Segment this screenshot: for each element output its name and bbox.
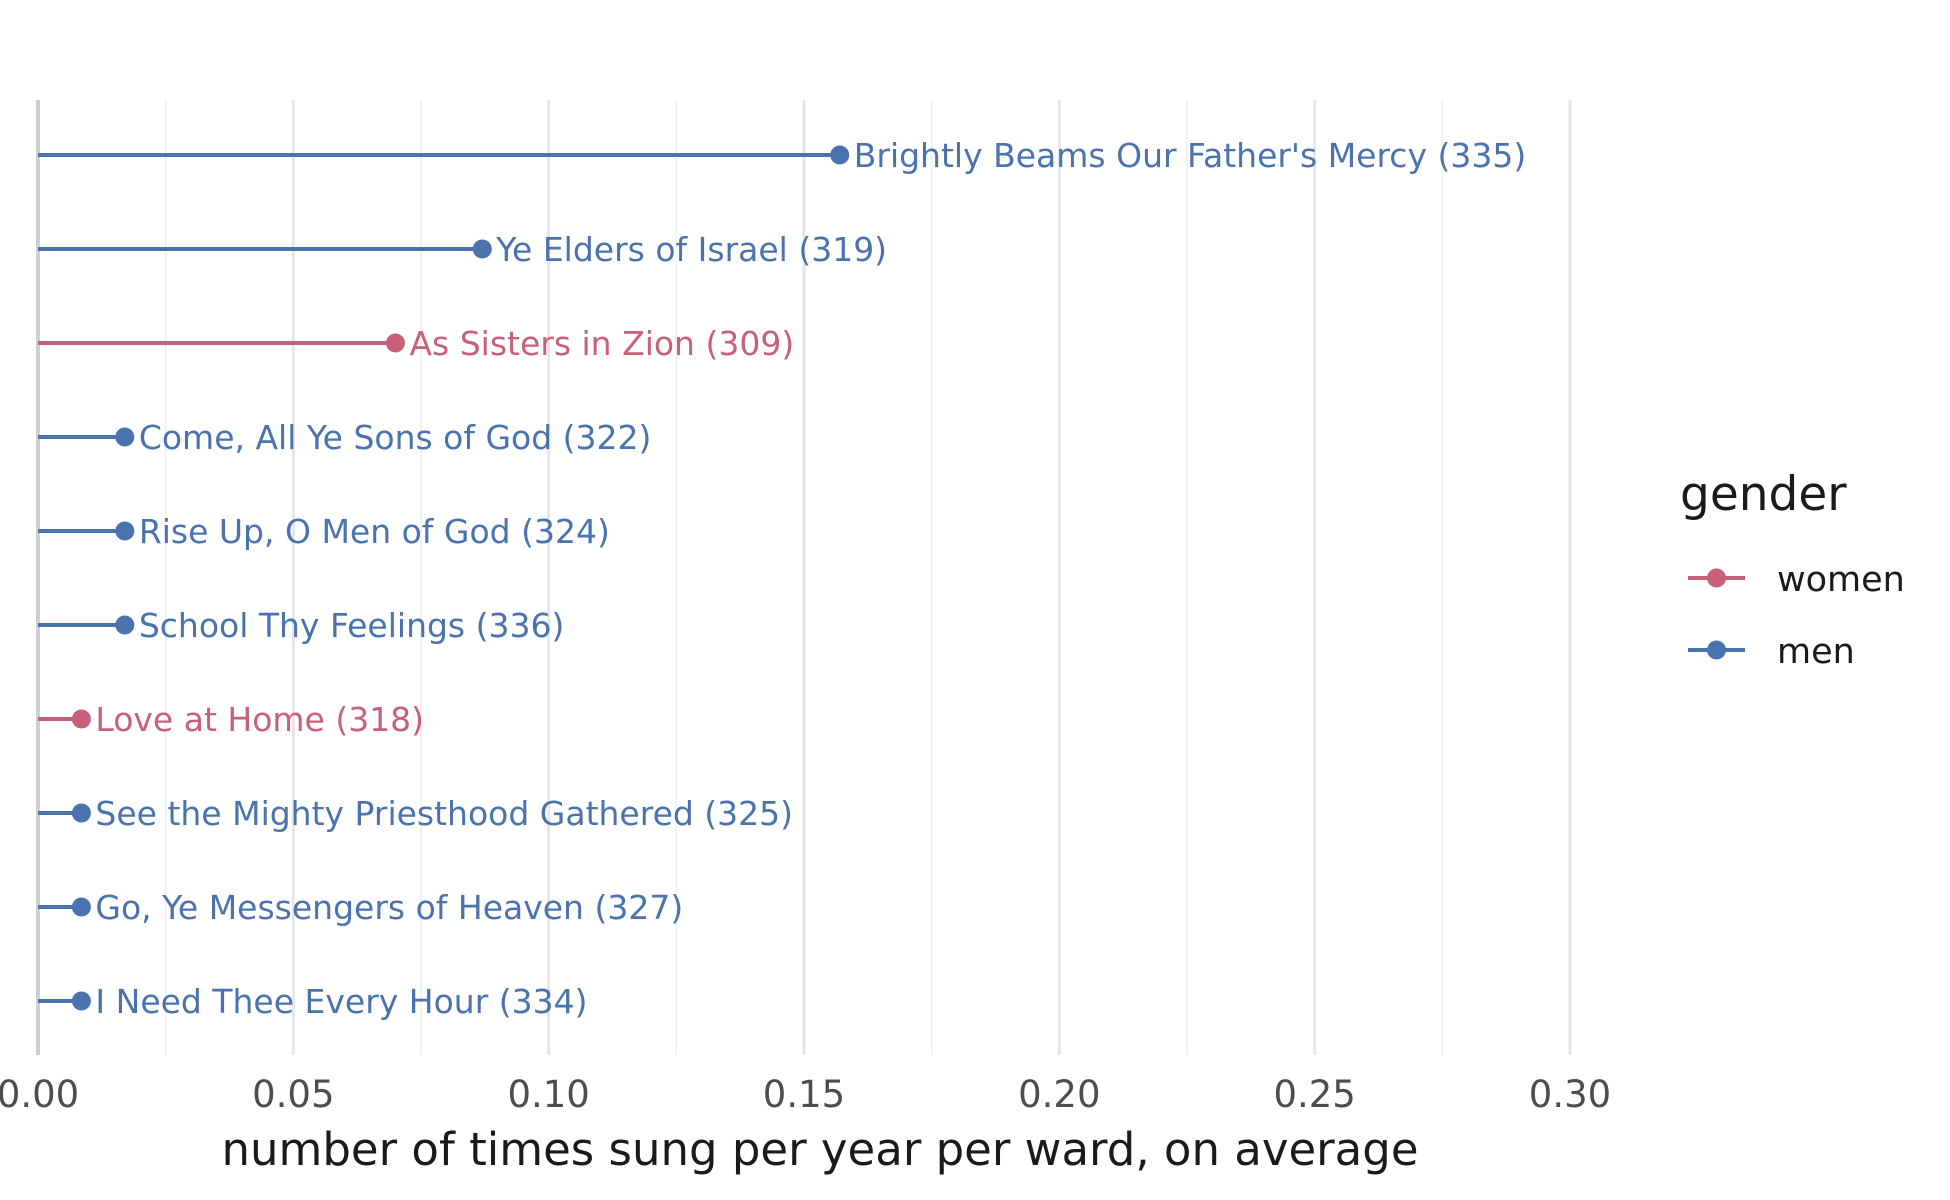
lollipop-point (71, 803, 91, 823)
major-gridlines (291, 100, 1572, 1055)
point-label: Come, All Ye Sons of God (322) (139, 418, 652, 457)
x-tick-label: 0.10 (507, 1073, 589, 1116)
point-label: School Thy Feelings (336) (139, 606, 565, 645)
lollipop-point (115, 521, 135, 541)
point-label: I Need Thee Every Hour (334) (95, 982, 587, 1021)
legend-label: men (1777, 632, 1855, 672)
x-tick-labels: 0.00 0.05 0.10 0.15 0.20 0.25 0.30 (0, 1073, 1611, 1116)
lollipop-point (385, 333, 405, 353)
lollipop-point (472, 239, 492, 259)
point-label: As Sisters in Zion (309) (409, 324, 794, 363)
minor-gridlines (164, 100, 1444, 1055)
legend: gender women men (1680, 467, 1905, 672)
lollipop-point (115, 615, 135, 635)
point-label: Brightly Beams Our Father's Mercy (335) (854, 136, 1526, 175)
legend-key-point (1707, 640, 1726, 660)
x-tick-label: 0.15 (763, 1073, 845, 1116)
point-label: Go, Ye Messengers of Heaven (327) (95, 888, 683, 927)
legend-entries: women men (1688, 560, 1905, 672)
x-tick-label: 0.00 (0, 1073, 79, 1116)
lollipop-point (71, 709, 91, 729)
lollipop-stems (38, 153, 840, 1003)
x-tick-label: 0.05 (252, 1073, 334, 1116)
x-tick-label: 0.20 (1018, 1073, 1100, 1116)
lollipop-point (115, 427, 135, 447)
x-axis-title: number of times sung per year per ward, … (221, 1123, 1418, 1176)
lollipop-points (71, 145, 850, 1011)
lollipop-point (71, 897, 91, 917)
legend-title: gender (1680, 467, 1847, 522)
point-label: See the Mighty Priesthood Gathered (325) (95, 794, 793, 833)
legend-label: women (1777, 560, 1905, 600)
x-tick-label: 0.25 (1273, 1073, 1355, 1116)
point-label: Rise Up, O Men of God (324) (139, 512, 610, 551)
lollipop-point (71, 991, 91, 1011)
x-tick-label: 0.30 (1529, 1073, 1611, 1116)
point-labels: Brightly Beams Our Father's Mercy (335) Y… (95, 136, 1526, 1021)
point-label: Love at Home (318) (95, 700, 424, 739)
lollipop-point (830, 145, 850, 165)
legend-key-point (1707, 568, 1726, 588)
point-label: Ye Elders of Israel (319) (495, 230, 887, 269)
